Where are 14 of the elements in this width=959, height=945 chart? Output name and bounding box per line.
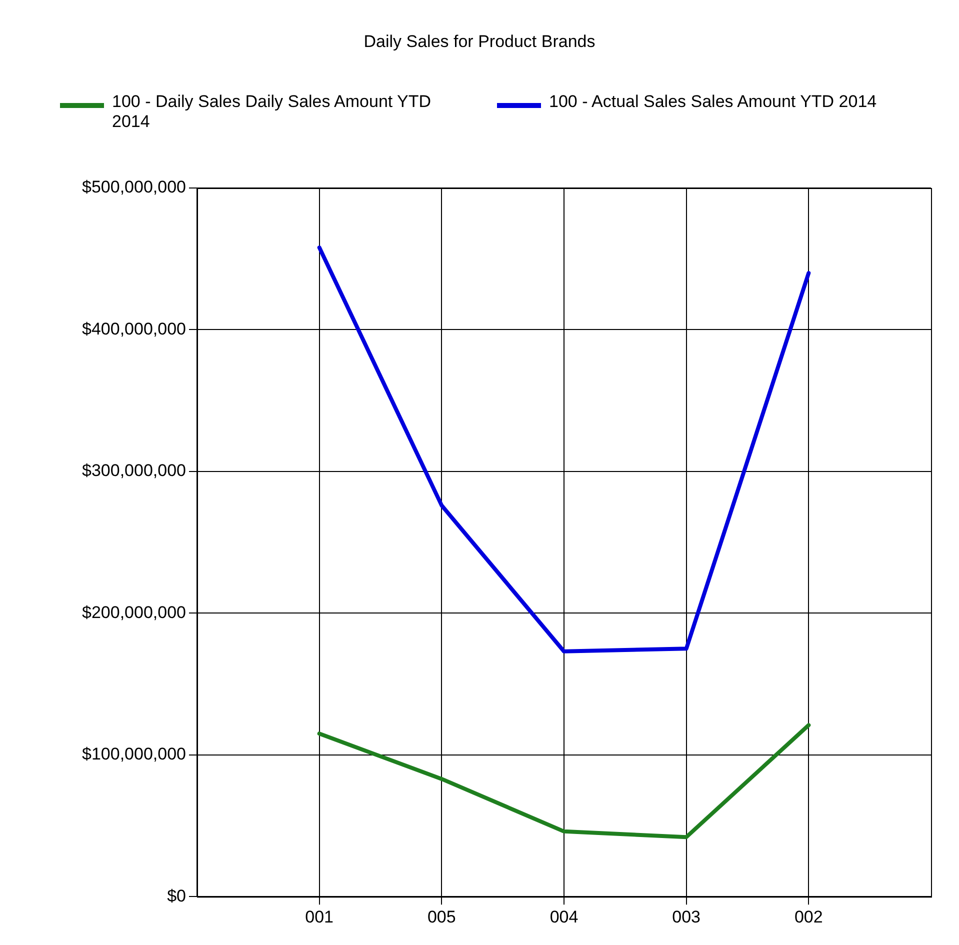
x-tick-label: 005: [427, 907, 456, 926]
y-tick-label: $400,000,000: [82, 319, 186, 338]
x-tick-label: 001: [305, 907, 334, 926]
y-tick-label: $0: [167, 886, 186, 906]
x-tick-label: 004: [550, 907, 578, 926]
chart-title: Daily Sales for Product Brands: [362, 32, 596, 52]
x-tick-label: 003: [672, 907, 701, 926]
y-tick-label: $500,000,000: [82, 178, 186, 197]
y-tick-label: $300,000,000: [82, 461, 186, 480]
y-tick-label: $100,000,000: [82, 744, 186, 764]
legend-label: 100 - Daily Sales Daily Sales Amount YTD 2014: [112, 92, 432, 132]
y-tick-label: $200,000,000: [82, 602, 186, 622]
legend-label: 100 - Actual Sales Sales Amount YTD 2014: [549, 92, 878, 112]
x-tick-label: 002: [794, 907, 823, 926]
